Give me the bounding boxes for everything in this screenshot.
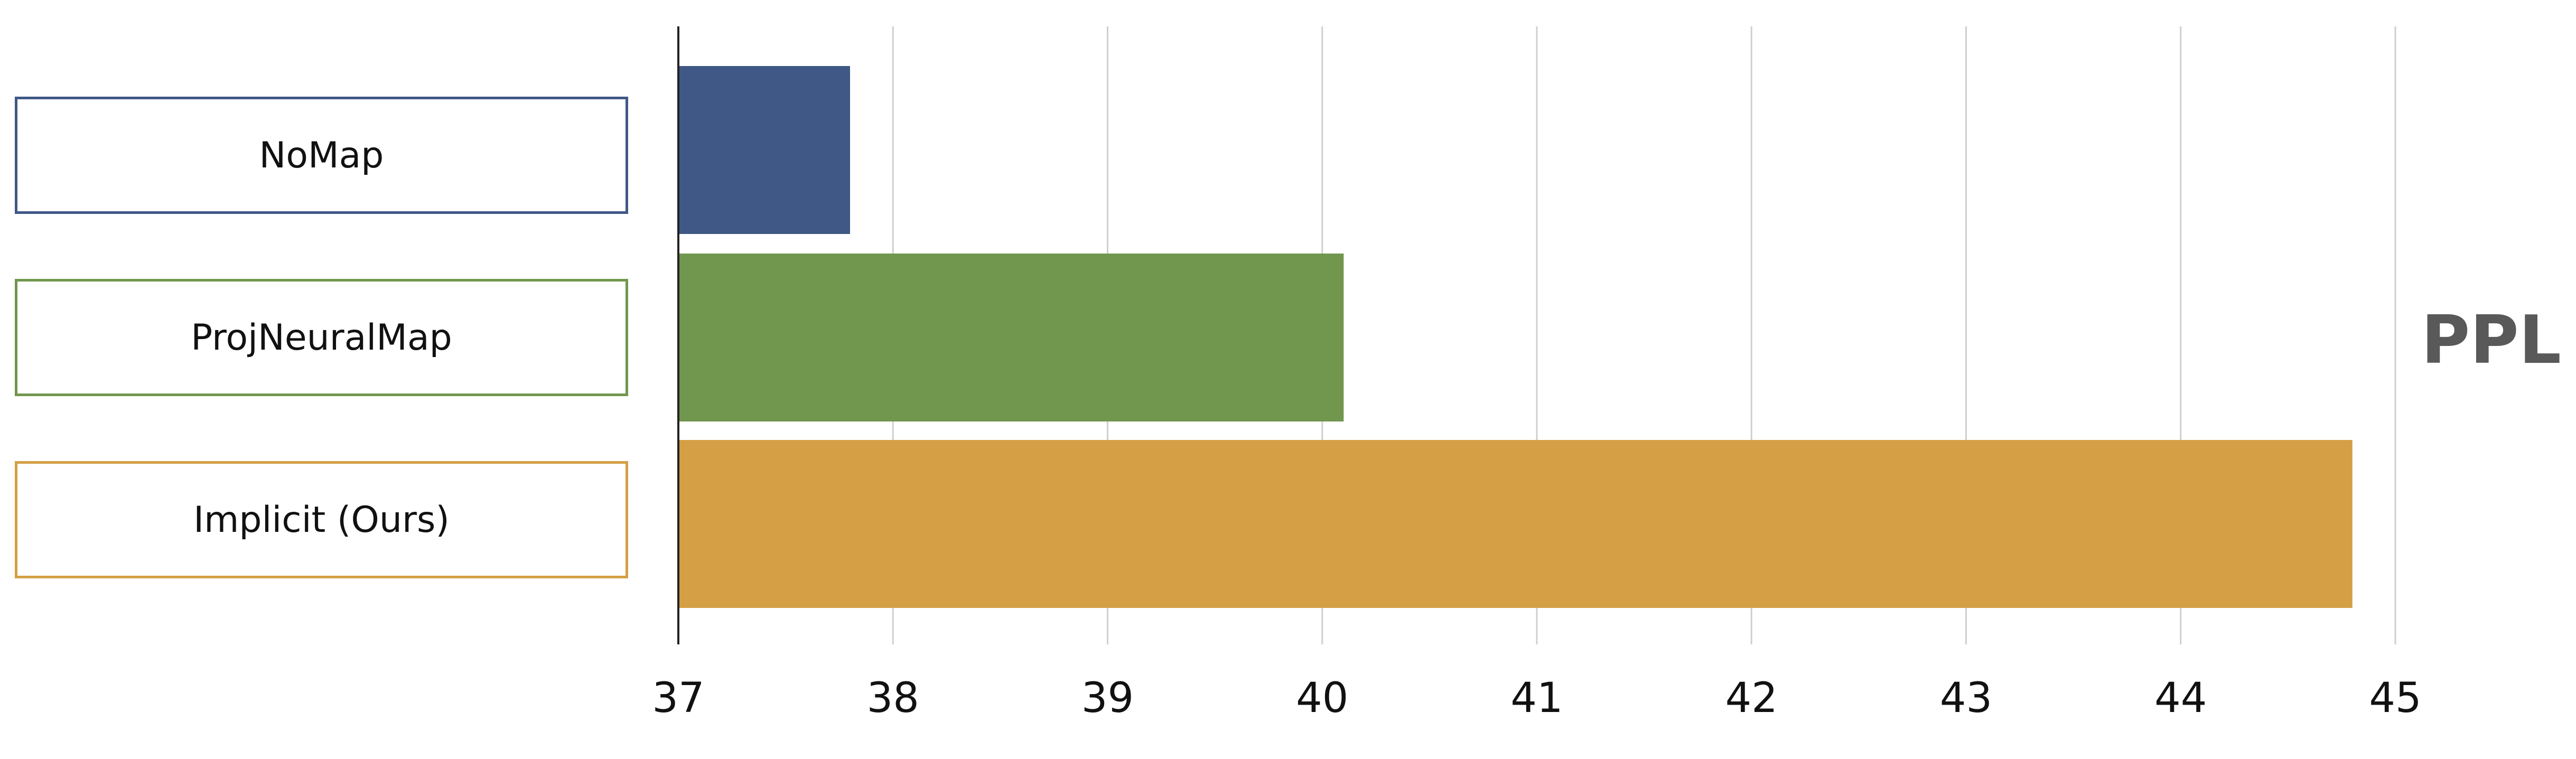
legend-label-projneuralmap: ProjNeuralMap <box>191 316 452 359</box>
metric-label: PPL <box>2421 301 2561 379</box>
x-tick-label-37: 37 <box>652 674 704 722</box>
x-tick-label-39: 39 <box>1081 674 1134 722</box>
legend-label-nomap: NoMap <box>259 134 384 176</box>
bar-implicit-ours <box>678 440 2353 608</box>
bar-projneuralmap <box>678 254 1344 421</box>
x-tick-label-44: 44 <box>2154 674 2207 722</box>
legend-entry-implicit-ours: Implicit (Ours) <box>15 461 628 578</box>
legend-entry-projneuralmap: ProjNeuralMap <box>15 279 628 396</box>
x-tick-label-43: 43 <box>1940 674 1992 722</box>
bars <box>678 66 2353 608</box>
x-tick-label-38: 38 <box>867 674 919 722</box>
legend-label-implicit-ours: Implicit (Ours) <box>193 499 450 541</box>
x-tick-label-42: 42 <box>1725 674 1778 722</box>
x-tick-labels: 37 38 39 40 41 42 43 44 45 <box>652 674 2421 722</box>
bar-nomap <box>678 66 850 234</box>
x-tick-label-45: 45 <box>2369 674 2421 722</box>
legend-entry-nomap: NoMap <box>15 97 628 214</box>
x-tick-label-40: 40 <box>1296 674 1348 722</box>
x-tick-label-41: 41 <box>1510 674 1563 722</box>
